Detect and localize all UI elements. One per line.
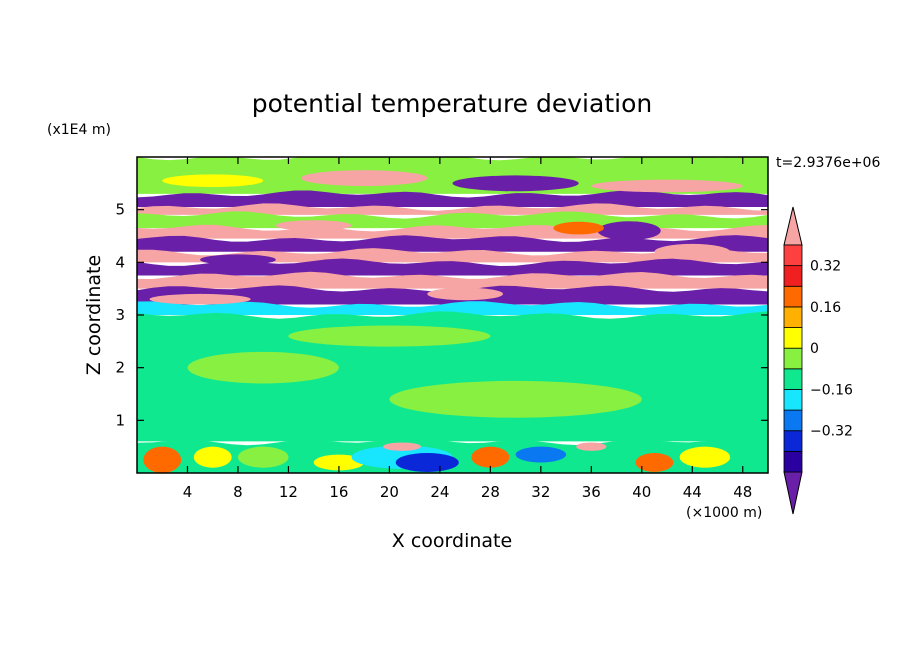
y-unit-label: (x1E4 m): [47, 122, 111, 138]
colorbar-swatch: [783, 306, 803, 328]
contour-blob: [427, 287, 503, 301]
contour-blob: [553, 221, 604, 235]
contour-layer: [137, 258, 768, 276]
colorbar-high-triangle: [783, 206, 803, 246]
y-tick-label: 5: [115, 201, 125, 219]
x-tick-label: 20: [380, 483, 399, 501]
colorbar-tick-label: 0.32: [810, 259, 841, 275]
x-tick-label: 4: [183, 483, 193, 501]
contour-blob: [149, 293, 251, 305]
contour-blob: [288, 325, 491, 347]
x-tick-label: 8: [233, 483, 243, 501]
contour-layer: [137, 203, 768, 215]
contour-blob: [679, 446, 731, 468]
x-tick-label: 16: [329, 483, 348, 501]
contour-blob: [597, 221, 661, 241]
x-axis-label: X coordinate: [392, 530, 512, 552]
colorbar: 0.32 0.16 0 −0.16 −0.32: [783, 206, 853, 515]
colorbar-swatch: [783, 450, 803, 473]
contour-blob: [237, 446, 289, 468]
contour-blob: [635, 452, 674, 472]
time-label: t=2.9376e+06: [776, 155, 880, 171]
colorbar-tick-label: 0.16: [810, 300, 841, 316]
y-tick-label: 4: [115, 253, 125, 271]
colorbar-swatch: [783, 368, 803, 390]
x-unit-label: (×1000 m): [686, 505, 762, 521]
contour-blob: [576, 442, 607, 451]
contour-blob: [591, 179, 743, 193]
colorbar-swatch: [783, 430, 803, 452]
colorbar-swatch: [783, 347, 803, 370]
heatmap-field: [137, 157, 768, 473]
x-axis-ticks: 4 8 12 16 20 24 28 32 36 40 44 48: [183, 157, 752, 501]
contour-layer: [137, 437, 768, 473]
contour-layer: [137, 235, 768, 252]
contour-blob: [193, 446, 232, 468]
x-tick-label: 48: [733, 483, 752, 501]
contour-blob: [395, 452, 459, 472]
colorbar-tick-label: 0: [810, 341, 819, 357]
contour-blob: [383, 442, 421, 451]
colorbar-swatch: [783, 389, 803, 411]
contour-blob: [313, 454, 365, 471]
colorbar-swatch: [783, 327, 803, 349]
contour-blob: [654, 243, 731, 260]
contour-blob: [452, 175, 579, 192]
y-tick-label: 2: [115, 359, 125, 377]
x-tick-label: 36: [582, 483, 601, 501]
contour-blob: [162, 174, 264, 188]
y-tick-label: 1: [115, 411, 125, 429]
contour-blob: [187, 351, 339, 384]
contour-layer: [137, 190, 768, 208]
colorbar-swatch: [783, 265, 803, 287]
x-tick-label: 44: [683, 483, 702, 501]
contour-blob: [275, 220, 352, 231]
colorbar-tick-label: −0.32: [810, 424, 853, 440]
contour-blob: [515, 446, 567, 463]
x-tick-label: 32: [531, 483, 550, 501]
colorbar-swatch: [783, 409, 803, 432]
contour-blob: [389, 380, 642, 418]
contour-blob: [143, 446, 182, 473]
contour-layer: [137, 248, 768, 263]
x-tick-label: 28: [481, 483, 500, 501]
x-tick-label: 12: [279, 483, 298, 501]
colorbar-low-triangle: [783, 471, 803, 515]
colorbar-swatch: [783, 244, 803, 267]
x-tick-label: 24: [430, 483, 449, 501]
y-axis-label: Z coordinate: [83, 255, 105, 375]
y-tick-label: 3: [115, 306, 125, 324]
contour-blob: [301, 170, 428, 186]
colorbar-swatch: [783, 285, 803, 308]
colorbar-tick-label: −0.16: [810, 382, 853, 398]
contour-blob: [200, 254, 276, 265]
contour-blob: [471, 446, 510, 468]
y-axis-ticks: 1 2 3 4 5: [115, 201, 768, 429]
contour-layer: [137, 301, 768, 315]
contour-layer: [137, 271, 768, 289]
chart-title: potential temperature deviation: [252, 89, 652, 118]
x-tick-label: 40: [632, 483, 651, 501]
